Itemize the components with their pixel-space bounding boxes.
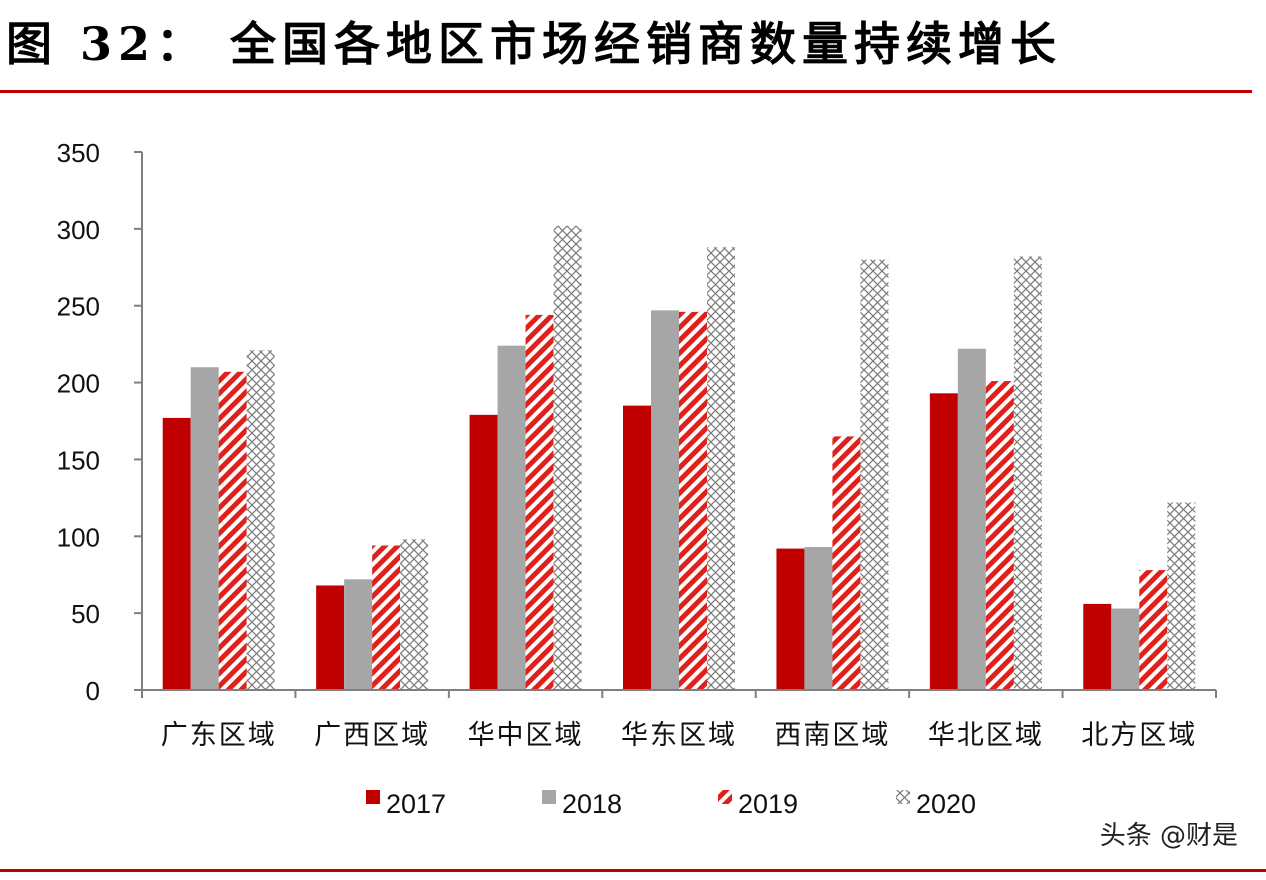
bar-2020-0 xyxy=(246,350,275,690)
bar-2017-1 xyxy=(316,585,345,690)
y-tick-label: 250 xyxy=(57,292,100,322)
bar-2017-3 xyxy=(623,405,651,690)
bar-2018-3 xyxy=(651,310,679,690)
bar-2017-4 xyxy=(776,548,805,690)
y-axis: 0 50 100 150 200 250 300 350 xyxy=(57,138,143,706)
y-tick-label: 200 xyxy=(57,369,100,399)
bar-2020-2 xyxy=(553,225,582,690)
title-rule xyxy=(0,90,1252,93)
y-tick-label: 0 xyxy=(86,676,100,706)
bar-2020-4 xyxy=(860,259,889,690)
bar-2020-5 xyxy=(1013,256,1042,690)
bar-2017-2 xyxy=(469,414,498,690)
figure-title: 图 32： 全国各地区市场经销商数量持续增长 xyxy=(6,17,1063,71)
bar-2019-1 xyxy=(372,545,401,690)
bar-2019-2 xyxy=(525,314,554,690)
bars xyxy=(162,225,1196,690)
legend-swatch xyxy=(542,790,556,804)
legend: 2017 2018 2019 2020 xyxy=(366,789,976,819)
bar-2020-6 xyxy=(1167,502,1196,690)
y-tick-label: 100 xyxy=(57,522,100,552)
bar-2018-5 xyxy=(957,348,986,690)
x-category-label: 华北区域 xyxy=(928,720,1044,751)
x-category-label: 广西区域 xyxy=(314,720,430,751)
bar-2020-3 xyxy=(707,247,735,690)
legend-label: 2020 xyxy=(916,789,976,819)
watermark: 头条 @财是 xyxy=(1099,821,1238,851)
bar-2017-6 xyxy=(1083,603,1112,690)
legend-item-2020: 2020 xyxy=(896,789,976,819)
x-category-label: 华中区域 xyxy=(468,720,584,751)
legend-label: 2018 xyxy=(562,789,622,819)
bar-2018-1 xyxy=(344,579,373,690)
x-category-label: 西南区域 xyxy=(774,720,890,751)
x-axis: 广东区域 广西区域 华中区域 华东区域 西南区域 华北区域 北方区域 xyxy=(141,689,1217,751)
bar-2018-4 xyxy=(804,547,833,690)
legend-swatch xyxy=(366,790,380,804)
legend-item-2018: 2018 xyxy=(542,789,622,819)
legend-label: 2017 xyxy=(386,789,446,819)
legend-swatch xyxy=(896,790,910,804)
y-tick-label: 350 xyxy=(57,138,100,168)
bar-2019-6 xyxy=(1139,570,1168,690)
bar-2017-0 xyxy=(162,417,191,690)
legend-item-2019: 2019 xyxy=(718,789,798,819)
legend-swatch xyxy=(718,790,732,804)
legend-item-2017: 2017 xyxy=(366,789,446,819)
bar-2017-5 xyxy=(929,393,958,690)
y-tick-label: 300 xyxy=(57,215,100,245)
x-category-label: 华东区域 xyxy=(621,720,737,751)
bottom-rule xyxy=(0,869,1266,872)
bar-2019-0 xyxy=(218,371,247,690)
bar-2018-2 xyxy=(497,345,526,690)
bar-2018-0 xyxy=(190,367,219,690)
legend-label: 2019 xyxy=(738,789,798,819)
bar-2019-5 xyxy=(985,381,1014,690)
bar-2019-3 xyxy=(679,311,707,690)
bar-chart: 0 50 100 150 200 250 300 350 广东区域 广西区域 华中区域 华东区域 西南… xyxy=(57,138,1217,819)
bar-2018-6 xyxy=(1111,608,1140,690)
bar-2019-4 xyxy=(832,436,861,690)
x-category-label: 广东区域 xyxy=(161,720,277,751)
y-tick-label: 150 xyxy=(57,445,100,475)
y-tick-label: 50 xyxy=(71,599,100,629)
bar-2020-1 xyxy=(400,539,429,690)
x-category-label: 北方区域 xyxy=(1081,720,1197,751)
